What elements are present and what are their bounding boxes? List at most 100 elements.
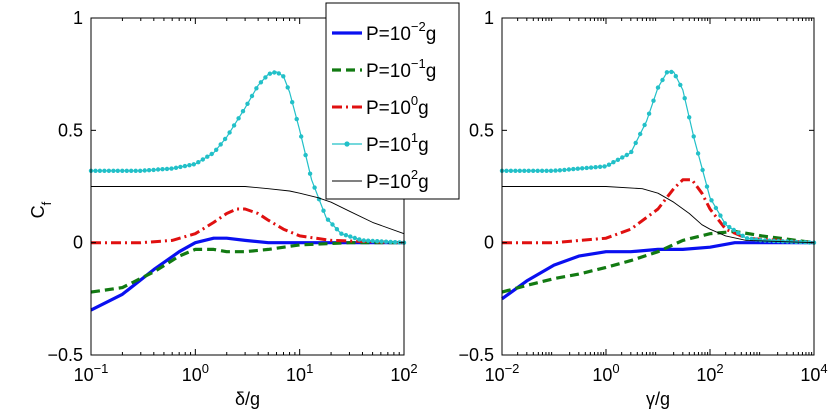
x-tick-label: 100 bbox=[182, 361, 209, 385]
series-marker bbox=[200, 157, 205, 162]
series-marker bbox=[173, 165, 179, 170]
legend-label-3: P=100g bbox=[366, 93, 429, 119]
series-marker bbox=[593, 165, 598, 170]
series-marker bbox=[700, 167, 705, 173]
series-line-4 bbox=[502, 71, 815, 244]
series-marker bbox=[151, 167, 156, 173]
series-marker bbox=[106, 168, 112, 173]
y-tick-label: 0.5 bbox=[469, 120, 494, 140]
series-marker bbox=[539, 168, 545, 173]
series-marker bbox=[629, 149, 634, 155]
legend-marker bbox=[344, 141, 350, 147]
series-marker bbox=[339, 231, 344, 236]
series-marker bbox=[691, 134, 696, 139]
legend-label-5: P=102g bbox=[366, 167, 429, 193]
series-marker bbox=[620, 155, 625, 160]
series-marker bbox=[129, 168, 134, 173]
legend: P=10−2g P=10−1g P=100g P=101g P=102g bbox=[325, 2, 460, 200]
series-marker bbox=[522, 168, 527, 173]
series-marker bbox=[178, 164, 183, 170]
series-marker bbox=[294, 116, 299, 122]
series-line-5 bbox=[502, 186, 815, 244]
series-marker bbox=[138, 168, 143, 173]
series-marker bbox=[504, 168, 509, 173]
x-tick-label: 100 bbox=[592, 361, 619, 385]
series-marker bbox=[357, 237, 362, 242]
series-marker bbox=[383, 239, 389, 244]
series-marker bbox=[205, 154, 210, 159]
x-tick-label: 102 bbox=[390, 361, 417, 385]
legend-label-1: P=10−2g bbox=[366, 19, 436, 45]
series-marker bbox=[513, 168, 518, 173]
series-marker bbox=[580, 166, 585, 171]
series-marker bbox=[664, 70, 670, 75]
series-marker bbox=[299, 134, 304, 139]
series-marker bbox=[93, 168, 98, 173]
series-marker bbox=[321, 208, 326, 213]
series-marker bbox=[160, 167, 165, 172]
axes-frame bbox=[501, 17, 815, 356]
series-marker bbox=[531, 168, 536, 173]
y-tick-label: −0.5 bbox=[47, 345, 83, 365]
series-marker bbox=[695, 151, 701, 156]
series-marker bbox=[566, 167, 572, 172]
series-marker bbox=[633, 140, 638, 146]
series-marker bbox=[245, 101, 250, 107]
series-marker bbox=[209, 151, 214, 157]
series-marker bbox=[638, 131, 643, 137]
series-marker bbox=[606, 162, 612, 167]
series-marker bbox=[508, 168, 514, 173]
legend-label-4: P=101g bbox=[366, 130, 429, 156]
x-tick-label: 102 bbox=[696, 361, 723, 385]
y-axis-label-subscript: f bbox=[39, 201, 54, 205]
series-marker bbox=[142, 168, 147, 173]
series-line-2 bbox=[90, 241, 404, 294]
y-axis-label: Cf bbox=[28, 201, 54, 218]
y-tick-label: 0 bbox=[73, 233, 83, 253]
series-marker bbox=[553, 168, 558, 173]
series-marker bbox=[526, 168, 531, 173]
x-tick-label: 101 bbox=[286, 361, 313, 385]
series-marker bbox=[231, 123, 237, 128]
legend-box bbox=[325, 2, 460, 200]
series-marker bbox=[767, 238, 772, 243]
series-marker bbox=[557, 168, 563, 173]
series-marker bbox=[249, 93, 255, 99]
series-marker bbox=[263, 75, 268, 80]
y-tick-label: 1 bbox=[484, 8, 494, 28]
series-line-3 bbox=[91, 207, 405, 245]
series-marker bbox=[704, 184, 710, 189]
series-marker bbox=[535, 168, 540, 173]
series-marker bbox=[624, 152, 629, 158]
series-marker bbox=[749, 236, 754, 242]
series-marker bbox=[334, 227, 340, 232]
legend-label-2: P=10−1g bbox=[366, 56, 436, 82]
series-marker bbox=[682, 96, 687, 101]
series-marker bbox=[227, 130, 232, 135]
series-marker bbox=[307, 171, 313, 176]
series-marker bbox=[736, 230, 741, 236]
series-marker bbox=[575, 166, 580, 171]
y-axis-label-main: C bbox=[28, 205, 48, 218]
right-panel: −0.5 0 0.5 1 10−2 100 102 104 γ/g bbox=[458, 8, 827, 409]
series-marker bbox=[222, 136, 228, 142]
series-marker bbox=[218, 142, 223, 147]
series-marker bbox=[660, 77, 665, 83]
x-axis-label: δ/g bbox=[235, 389, 260, 409]
series-line-1 bbox=[90, 236, 404, 312]
series-marker bbox=[571, 166, 576, 172]
y-tick-label: 0 bbox=[484, 233, 494, 253]
x-tick-label: 10−1 bbox=[74, 361, 109, 385]
series-marker bbox=[124, 168, 129, 173]
series-marker bbox=[146, 168, 152, 173]
series-marker bbox=[196, 160, 201, 165]
series-marker bbox=[678, 82, 683, 88]
series-marker bbox=[713, 205, 719, 211]
series-marker bbox=[348, 234, 353, 239]
series-marker bbox=[361, 238, 366, 243]
series-marker bbox=[673, 74, 678, 79]
series-marker bbox=[169, 166, 174, 171]
y-tick-label: 0.5 bbox=[58, 120, 83, 140]
series-marker bbox=[718, 213, 723, 218]
